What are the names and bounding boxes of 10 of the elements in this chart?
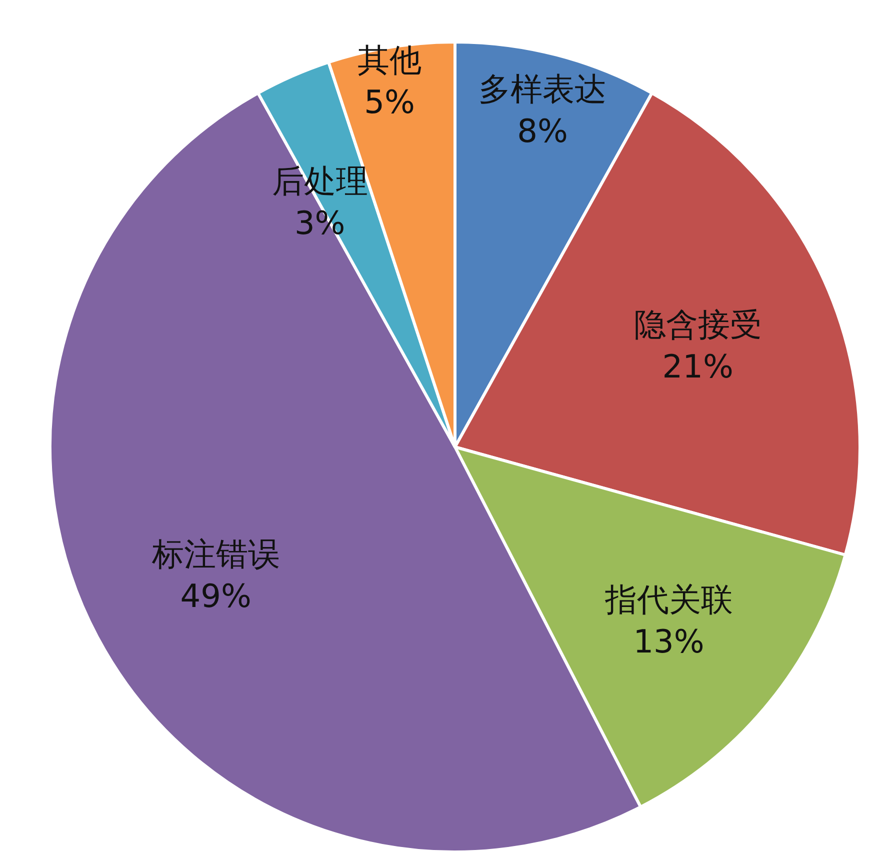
slice-label: 隐含接受 xyxy=(634,305,762,344)
slice-label: 指代关联 xyxy=(604,580,733,619)
data-label: 13% xyxy=(633,622,704,661)
data-label: 49% xyxy=(180,577,252,616)
data-label: 8% xyxy=(517,112,568,150)
data-label: 5% xyxy=(364,83,415,122)
slice-label: 多样表达 xyxy=(478,70,606,108)
data-label: 21% xyxy=(662,347,734,386)
slice-label: 其他 xyxy=(357,41,422,80)
slice-label: 标注错误 xyxy=(150,535,280,574)
